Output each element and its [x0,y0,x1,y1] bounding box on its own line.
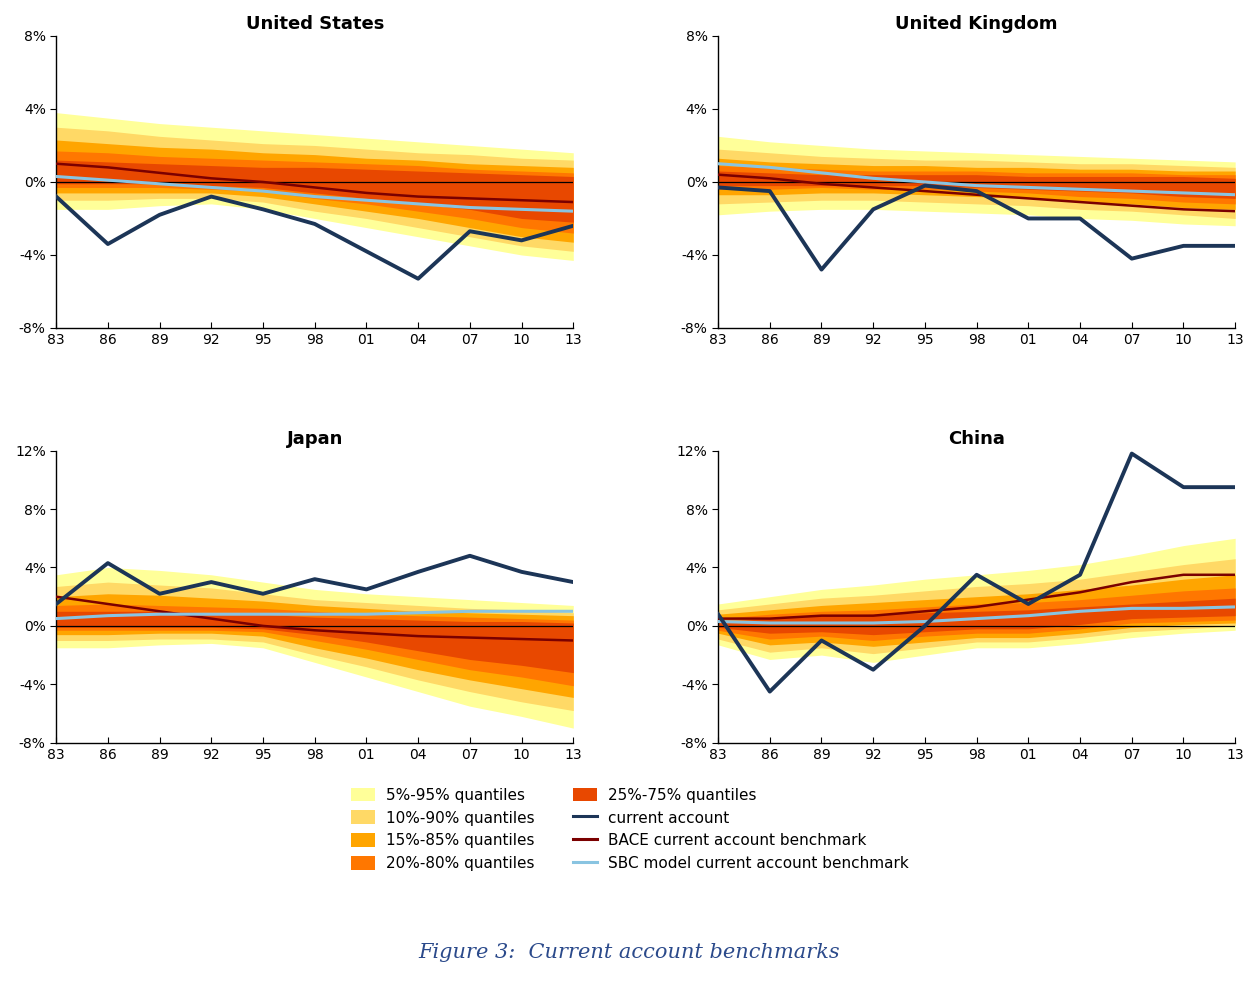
Title: United Kingdom: United Kingdom [895,15,1058,33]
Text: Figure 3:  Current account benchmarks: Figure 3: Current account benchmarks [419,944,840,962]
Legend: 5%-95% quantiles, 10%-90% quantiles, 15%-85% quantiles, 20%-80% quantiles, 25%-7: 5%-95% quantiles, 10%-90% quantiles, 15%… [345,781,914,877]
Title: China: China [948,430,1005,447]
Title: Japan: Japan [287,430,342,447]
Title: United States: United States [246,15,384,33]
